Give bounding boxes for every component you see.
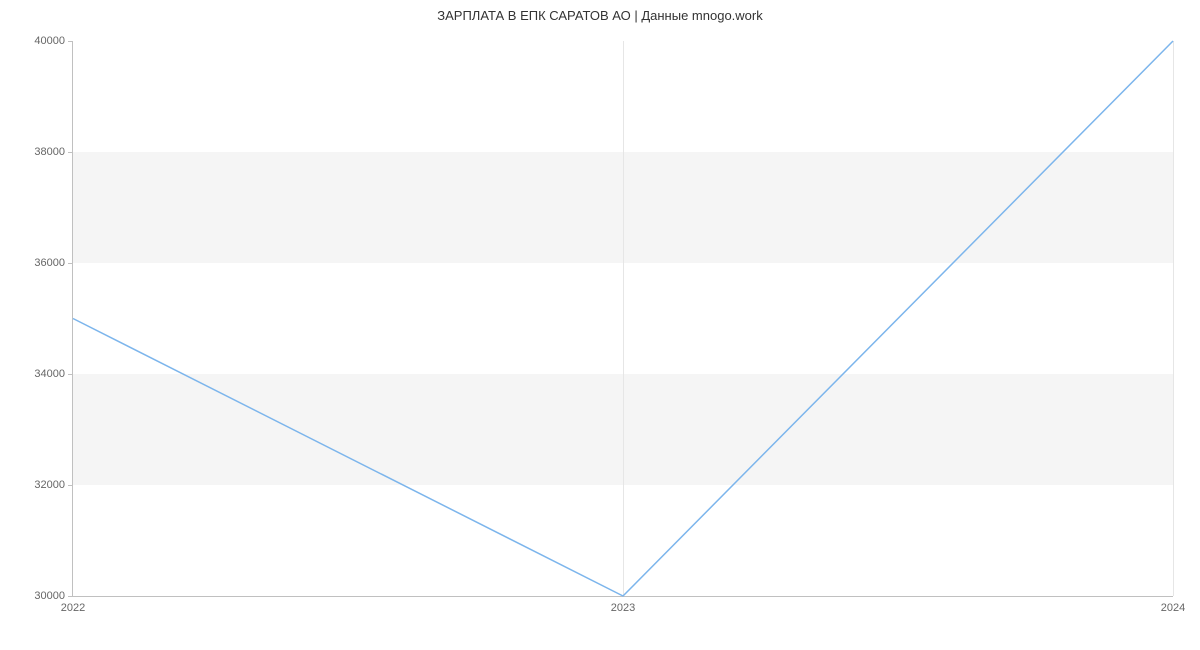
- plot-area: 2022202320243000032000340003600038000400…: [72, 41, 1173, 597]
- series-layer: [73, 41, 1173, 596]
- x-tick-label: 2023: [611, 596, 635, 614]
- chart-title: ЗАРПЛАТА В ЕПК САРАТОВ АО | Данные mnogo…: [0, 8, 1200, 23]
- chart-container: ЗАРПЛАТА В ЕПК САРАТОВ АО | Данные mnogo…: [0, 0, 1200, 650]
- series-line: [73, 41, 1173, 596]
- y-tick-mark: [68, 596, 73, 597]
- x-gridline: [1173, 41, 1174, 596]
- x-tick-label: 2024: [1161, 596, 1185, 614]
